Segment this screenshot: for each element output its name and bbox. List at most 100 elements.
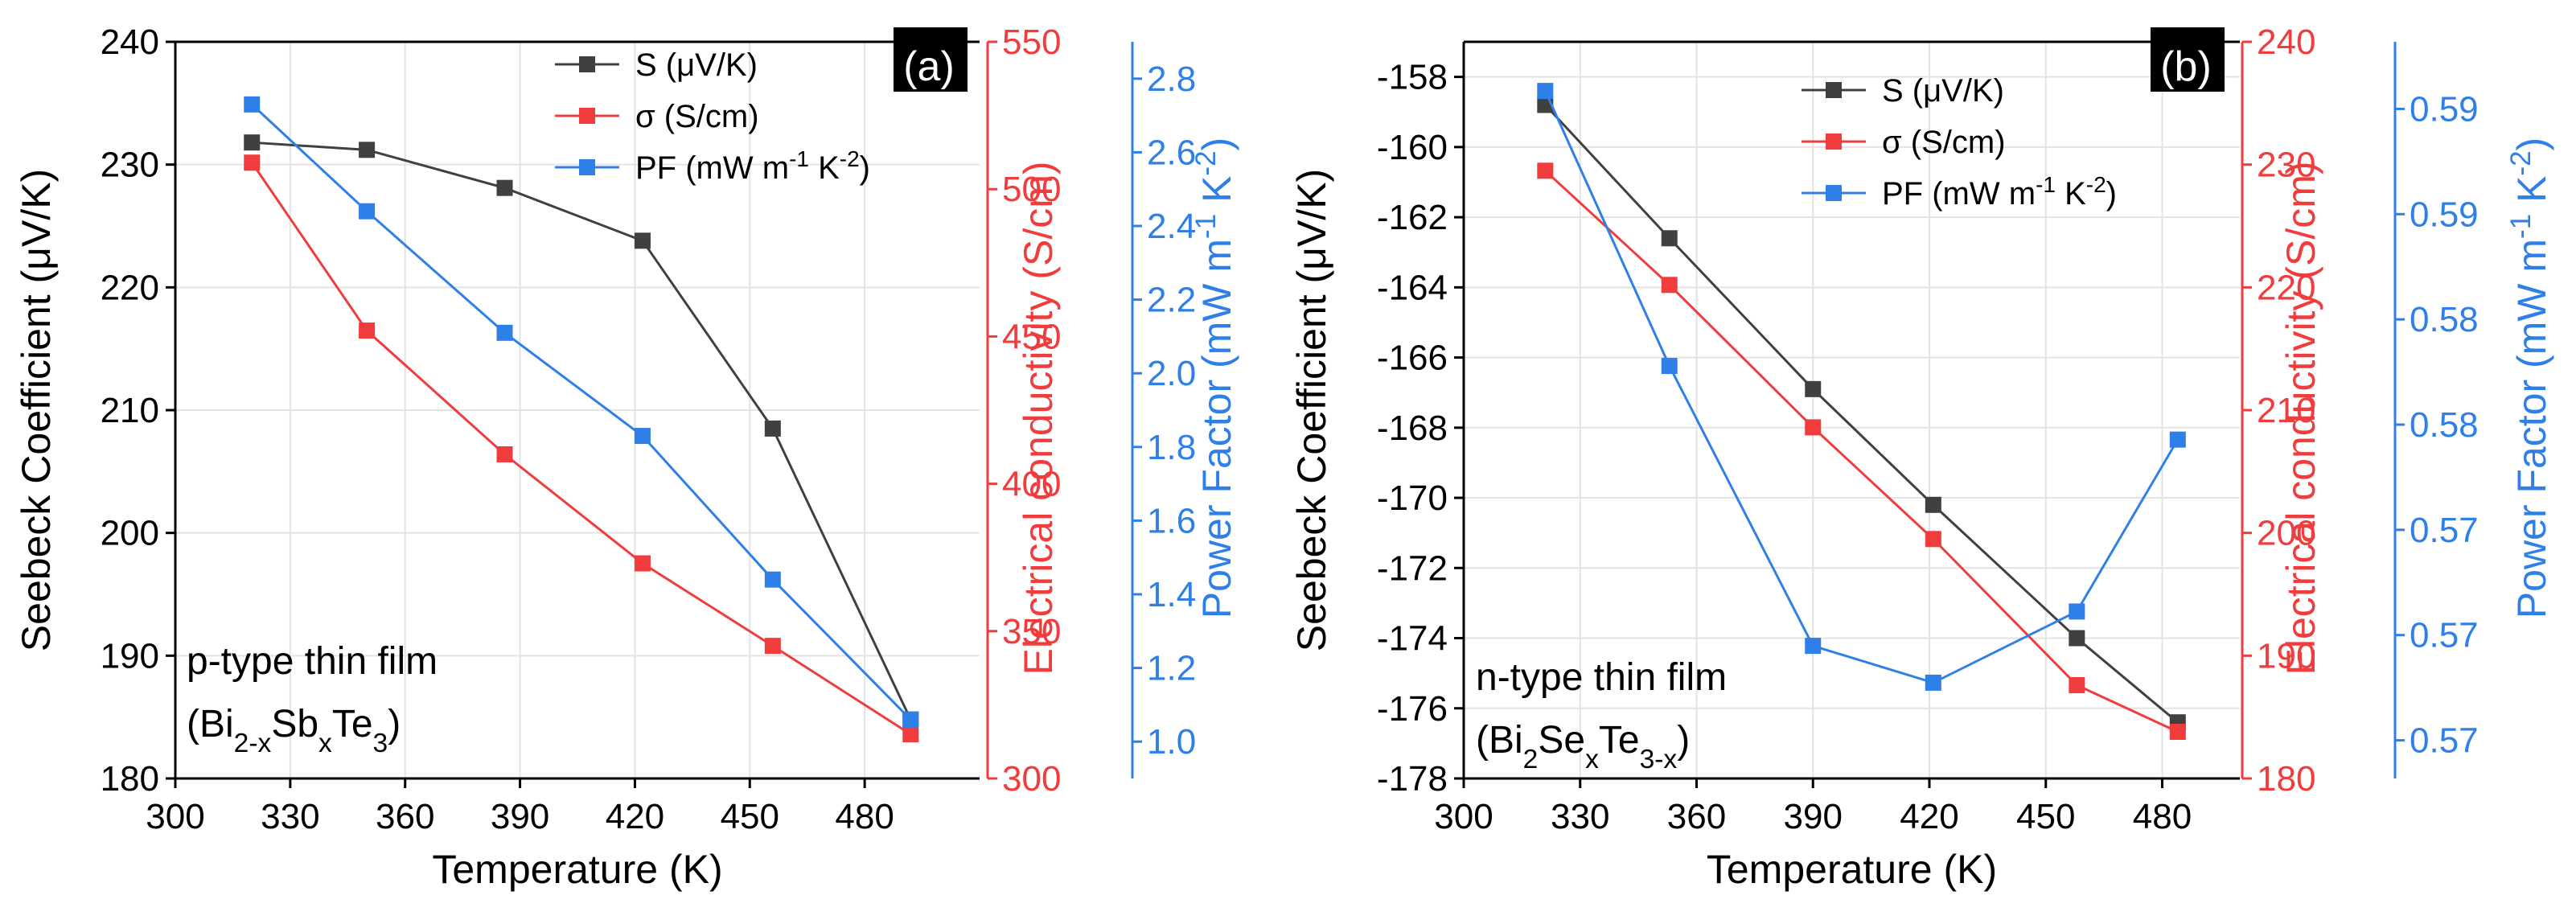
right2-tick-label: 0.58 <box>2410 300 2479 339</box>
data-point-sigma <box>2069 676 2085 693</box>
series-line-sigma <box>251 162 912 736</box>
right2-axis-title: Power Factor (mW m-1 K-2) <box>1190 138 1240 618</box>
data-point-S <box>634 232 651 249</box>
right1-tick-label: 240 <box>2257 23 2315 62</box>
data-point-PF <box>2169 431 2186 448</box>
legend-label: σ (S/cm) <box>635 99 759 134</box>
left-tick-label: 210 <box>101 391 159 430</box>
text-span: p-type thin film <box>187 640 438 683</box>
text-span: Te <box>1599 719 1640 762</box>
left-tick-label: -172 <box>1377 548 1448 588</box>
text-span: K <box>2509 176 2554 214</box>
x-tick-label: 480 <box>835 797 894 836</box>
right2-axis-title: Power Factor (mW m-1 K-2) <box>2505 138 2555 618</box>
data-point-PF <box>359 203 376 220</box>
left-tick-label: -162 <box>1377 198 1448 237</box>
data-point-S <box>244 134 261 151</box>
series-line-S <box>252 141 912 721</box>
right2-tick-label: 0.59 <box>2410 89 2479 129</box>
text-span: ) <box>1194 138 1239 151</box>
x-tick-label: 420 <box>606 797 664 836</box>
data-point-S <box>2069 630 2085 647</box>
right2-tick-label: 2.4 <box>1147 207 1196 246</box>
right2-tick-label: 2.0 <box>1147 354 1196 393</box>
legend-label: PF (mW m-1 K-2) <box>1882 172 2117 212</box>
legend-marker <box>579 56 595 72</box>
right2-tick-label: 2.6 <box>1147 133 1196 172</box>
x-tick-label: 390 <box>491 797 549 836</box>
series-line-sigma <box>1544 170 2179 733</box>
text-span: -1 <box>2036 172 2056 197</box>
text-span: -1 <box>2505 214 2537 239</box>
text-span: ) <box>860 150 870 186</box>
text-span: ) <box>2509 138 2554 151</box>
left-tick-label: 240 <box>101 23 159 62</box>
text-span: S (μV/K) <box>1882 73 2004 109</box>
data-point-sigma <box>1537 162 1554 179</box>
data-point-sigma <box>244 154 261 171</box>
data-point-S <box>1805 380 1822 397</box>
annotation-line: (Bi2-xSbxTe3) <box>187 703 401 758</box>
left-tick-label: 190 <box>101 636 159 676</box>
legend-marker <box>1826 185 1842 201</box>
text-span: ) <box>2106 176 2117 212</box>
data-point-PF <box>634 428 651 445</box>
data-point-PF <box>244 96 261 113</box>
annotation-line: p-type thin film <box>187 640 438 683</box>
right1-tick-label: 220 <box>2257 268 2315 307</box>
text-span: K <box>2056 176 2086 212</box>
text-span: Se <box>1538 719 1585 762</box>
left-tick-label: -160 <box>1377 128 1448 167</box>
text-span: 3 <box>373 729 388 758</box>
data-point-PF <box>496 324 513 341</box>
right2-tick-label: 0.58 <box>2410 405 2479 445</box>
right1-tick-label: 230 <box>2257 146 2315 185</box>
data-point-PF <box>2069 603 2085 620</box>
right1-axis-title: Electrical conductivity (S/cm) <box>2278 161 2323 675</box>
right2-tick-label: 1.2 <box>1147 649 1196 688</box>
x-tick-label: 330 <box>1551 797 1609 836</box>
data-point-sigma <box>764 638 781 655</box>
right1-tick-label: 300 <box>1002 759 1061 799</box>
left-tick-label: -178 <box>1377 759 1448 799</box>
data-point-S <box>496 179 513 196</box>
text-span: Power Factor (mW m <box>1194 239 1239 618</box>
right1-tick-label: 190 <box>2257 636 2315 676</box>
text-span: Te <box>332 703 373 745</box>
right2-tick-label: 0.59 <box>2410 195 2479 234</box>
data-point-PF <box>1925 674 1941 691</box>
legend-label: σ (S/cm) <box>1882 125 2006 160</box>
left-tick-label: 220 <box>101 268 159 307</box>
text-span: -1 <box>1190 214 1222 239</box>
text-span: (Bi <box>1476 719 1523 762</box>
x-tick-label: 300 <box>146 797 204 836</box>
text-span: Sb <box>271 703 318 745</box>
left-tick-label: -164 <box>1377 268 1448 307</box>
panel-label: (a) <box>903 43 955 90</box>
x-tick-label: 480 <box>2133 797 2192 836</box>
right2-tick-label: 2.2 <box>1147 281 1196 320</box>
text-span: x <box>318 729 332 758</box>
annotation-line: n-type thin film <box>1476 656 1727 699</box>
left-tick-label: -176 <box>1377 689 1448 729</box>
right2-tick-label: 1.4 <box>1147 575 1196 614</box>
right1-tick-label: 450 <box>1002 317 1061 356</box>
left-axis-title: Seebeck Coefficient (μV/K) <box>1289 169 1334 651</box>
legend-label: PF (mW m-1 K-2) <box>635 146 870 187</box>
panel-label-box <box>894 27 968 92</box>
left-tick-label: -168 <box>1377 409 1448 448</box>
text-span: 2 <box>1523 745 1539 774</box>
right1-tick-label: 500 <box>1002 170 1061 209</box>
left-tick-label: 200 <box>101 514 159 553</box>
text-span: -2 <box>1190 150 1222 175</box>
series-line-S <box>1544 104 2179 724</box>
right2-tick-label: 0.57 <box>2410 616 2479 655</box>
right2-tick-label: 0.57 <box>2410 721 2479 761</box>
right1-tick-label: 180 <box>2257 759 2315 799</box>
annotation-line: (Bi2SexTe3-x) <box>1476 719 1690 774</box>
left-axis-title: Seebeck Coefficient (μV/K) <box>14 169 59 651</box>
panel-a: 300 330 360 390 420 450 480 180 190 200 210 220 230 2… <box>14 23 1239 892</box>
right2-tick-label: 1.8 <box>1147 428 1196 467</box>
legend-label: S (μV/K) <box>1882 73 2004 109</box>
